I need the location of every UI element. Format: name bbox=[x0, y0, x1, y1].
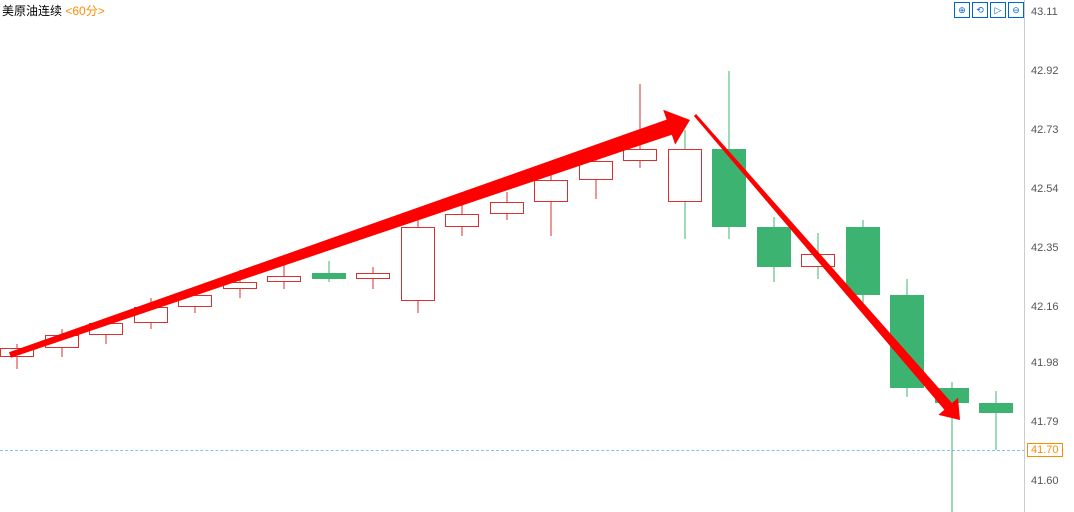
chart-toolbar: ⊕ ⟲ ▷ ⊖ bbox=[954, 2, 1024, 18]
candle-body bbox=[979, 403, 1013, 412]
candle-body bbox=[579, 161, 613, 180]
candle bbox=[178, 0, 212, 512]
candle-body bbox=[490, 202, 524, 214]
y-tick-label: 42.35 bbox=[1031, 242, 1059, 254]
candle-body bbox=[801, 254, 835, 266]
candle-body bbox=[0, 348, 34, 357]
y-tick-label: 42.54 bbox=[1031, 183, 1059, 195]
candle-body bbox=[267, 276, 301, 282]
candle-wick bbox=[996, 391, 997, 450]
candle-body bbox=[623, 149, 657, 161]
candle-body bbox=[312, 273, 346, 279]
candle-body bbox=[935, 388, 969, 404]
candle bbox=[267, 0, 301, 512]
candle bbox=[846, 0, 880, 512]
chart-title: 美原油连续 <60分> bbox=[2, 2, 105, 19]
play-icon[interactable]: ▷ bbox=[990, 2, 1006, 18]
y-tick-label: 41.79 bbox=[1031, 416, 1059, 428]
y-axis: 43.11 42.92 42.73 42.54 42.35 42.16 41.98 41.79… bbox=[1024, 0, 1074, 512]
candle-body bbox=[757, 227, 791, 267]
candle bbox=[579, 0, 613, 512]
timeframe-label: <60分> bbox=[65, 4, 104, 18]
candle bbox=[223, 0, 257, 512]
y-tick-label: 42.92 bbox=[1031, 65, 1059, 77]
candle bbox=[45, 0, 79, 512]
candle bbox=[623, 0, 657, 512]
candle bbox=[0, 0, 34, 512]
candle bbox=[935, 0, 969, 512]
candle bbox=[445, 0, 479, 512]
y-tick-label: 41.60 bbox=[1031, 475, 1059, 487]
candle bbox=[356, 0, 390, 512]
candle-body bbox=[534, 180, 568, 202]
candle bbox=[89, 0, 123, 512]
candle bbox=[490, 0, 524, 512]
candle bbox=[134, 0, 168, 512]
candle-body bbox=[223, 282, 257, 288]
candle-body bbox=[668, 149, 702, 202]
candle-body bbox=[356, 273, 390, 279]
chart-container: { "title": { "name": "美原油连续", "timeframe… bbox=[0, 0, 1074, 512]
instrument-name: 美原油连续 bbox=[2, 4, 62, 18]
zoom-in-icon[interactable]: ⊕ bbox=[954, 2, 970, 18]
candle-body bbox=[890, 295, 924, 388]
candle-body bbox=[89, 323, 123, 335]
candle-body bbox=[45, 335, 79, 347]
candle bbox=[757, 0, 791, 512]
current-price-label: 41.70 bbox=[1027, 443, 1063, 457]
candle-body bbox=[401, 227, 435, 301]
y-tick-label: 42.73 bbox=[1031, 124, 1059, 136]
zoom-out-icon[interactable]: ⊖ bbox=[1008, 2, 1024, 18]
candle-body bbox=[178, 295, 212, 307]
candle bbox=[312, 0, 346, 512]
candle bbox=[534, 0, 568, 512]
candle-body bbox=[134, 307, 168, 323]
price-chart[interactable] bbox=[0, 0, 1025, 512]
y-tick-label: 43.11 bbox=[1031, 6, 1058, 18]
candle-body bbox=[846, 227, 880, 295]
candle bbox=[979, 0, 1013, 512]
candle bbox=[890, 0, 924, 512]
candle bbox=[801, 0, 835, 512]
y-tick-label: 41.98 bbox=[1031, 357, 1059, 369]
y-tick-label: 42.16 bbox=[1031, 301, 1059, 313]
candle bbox=[668, 0, 702, 512]
candle-body bbox=[445, 214, 479, 226]
candle bbox=[712, 0, 746, 512]
candle-body bbox=[712, 149, 746, 227]
reset-icon[interactable]: ⟲ bbox=[972, 2, 988, 18]
candle bbox=[401, 0, 435, 512]
